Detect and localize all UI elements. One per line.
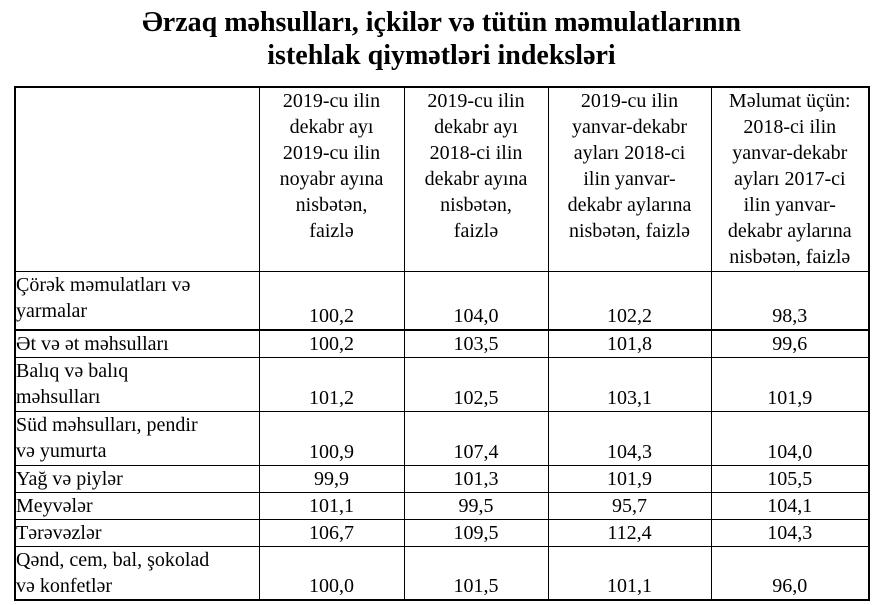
- table-row-fruits: Meyvələr 101,1 99,5 95,7 104,1: [14, 492, 870, 520]
- row-label: Çörək məmulatları və yarmalar: [14, 270, 260, 331]
- value-cell: 101,9: [547, 465, 712, 493]
- value-cell: 101,9: [710, 357, 870, 412]
- value-cell: 98,3: [710, 270, 870, 331]
- value-cell: 104,3: [710, 519, 870, 547]
- value-cell: 96,0: [710, 546, 870, 601]
- table-header-row: 2019-cu ilin dekabr ayı 2019-cu ilin noy…: [14, 86, 870, 272]
- row-label: Tərəvəzlər: [14, 519, 260, 547]
- table-row-meat-products: Ət və ət məhsulları 100,2 103,5 101,8 99…: [14, 329, 870, 358]
- price-index-table-container: 2019-cu ilin dekabr ayı 2019-cu ilin noy…: [14, 86, 870, 601]
- value-cell: 101,1: [547, 546, 712, 601]
- column-header-jandec2019-vs-jandec2018: 2019-cu ilin yanvar-dekabr ayları 2018-c…: [547, 86, 712, 272]
- value-cell: 103,5: [403, 329, 549, 358]
- column-header-category: [14, 86, 260, 272]
- row-label: Qənd, cem, bal, şokolad və konfetlər: [14, 546, 260, 601]
- page-title-line-1: Ərzaq məhsulları, içkilər və tütün məmul…: [142, 7, 741, 38]
- value-cell: 104,0: [710, 411, 870, 466]
- value-cell: 104,3: [547, 411, 712, 466]
- value-cell: 100,9: [258, 411, 405, 466]
- value-cell: 95,7: [547, 492, 712, 520]
- page-title-line-2: istehlak qiymətləri indeksləri: [267, 40, 616, 71]
- table-row-oils-and-fats: Yağ və piylər 99,9 101,3 101,9 105,5: [14, 465, 870, 493]
- value-cell: 101,3: [403, 465, 549, 493]
- column-header-jandec2018-vs-jandec2017: Məlumat üçün: 2018-ci ilin yanvar-dekabr…: [710, 86, 870, 272]
- value-cell: 102,5: [403, 357, 549, 412]
- value-cell: 105,5: [710, 465, 870, 493]
- value-cell: 100,2: [258, 270, 405, 331]
- table-row-bread-and-cereals: Çörək məmulatları və yarmalar 100,2 104,…: [14, 270, 870, 331]
- value-cell: 109,5: [403, 519, 549, 547]
- row-label: Yağ və piylər: [14, 465, 260, 493]
- page-title: Ərzaq məhsulları, içkilər və tütün məmul…: [8, 6, 875, 72]
- row-label: Balıq və balıq məhsulları: [14, 357, 260, 412]
- table-row-milk-cheese-eggs: Süd məhsulları, pendir və yumurta 100,9 …: [14, 411, 870, 466]
- value-cell: 101,1: [258, 492, 405, 520]
- table-row-fish-products: Balıq və balıq məhsulları 101,2 102,5 10…: [14, 357, 870, 412]
- value-cell: 101,5: [403, 546, 549, 601]
- value-cell: 99,9: [258, 465, 405, 493]
- value-cell: 100,2: [258, 329, 405, 358]
- value-cell: 104,0: [403, 270, 549, 331]
- value-cell: 102,2: [547, 270, 712, 331]
- value-cell: 101,8: [547, 329, 712, 358]
- value-cell: 99,5: [403, 492, 549, 520]
- row-label: Süd məhsulları, pendir və yumurta: [14, 411, 260, 466]
- column-header-dec2019-vs-dec2018: 2019-cu ilin dekabr ayı 2018-ci ilin dek…: [403, 86, 549, 272]
- value-cell: 101,2: [258, 357, 405, 412]
- value-cell: 99,6: [710, 329, 870, 358]
- value-cell: 112,4: [547, 519, 712, 547]
- value-cell: 106,7: [258, 519, 405, 547]
- table-row-sugar-jam-honey-chocolate: Qənd, cem, bal, şokolad və konfetlər 100…: [14, 546, 870, 601]
- table-row-vegetables: Tərəvəzlər 106,7 109,5 112,4 104,3: [14, 519, 870, 547]
- value-cell: 103,1: [547, 357, 712, 412]
- value-cell: 107,4: [403, 411, 549, 466]
- row-label: Meyvələr: [14, 492, 260, 520]
- value-cell: 100,0: [258, 546, 405, 601]
- value-cell: 104,1: [710, 492, 870, 520]
- price-index-table: 2019-cu ilin dekabr ayı 2019-cu ilin noy…: [14, 86, 870, 601]
- column-header-dec2019-vs-nov2019: 2019-cu ilin dekabr ayı 2019-cu ilin noy…: [258, 86, 405, 272]
- row-label: Ət və ət məhsulları: [14, 329, 260, 358]
